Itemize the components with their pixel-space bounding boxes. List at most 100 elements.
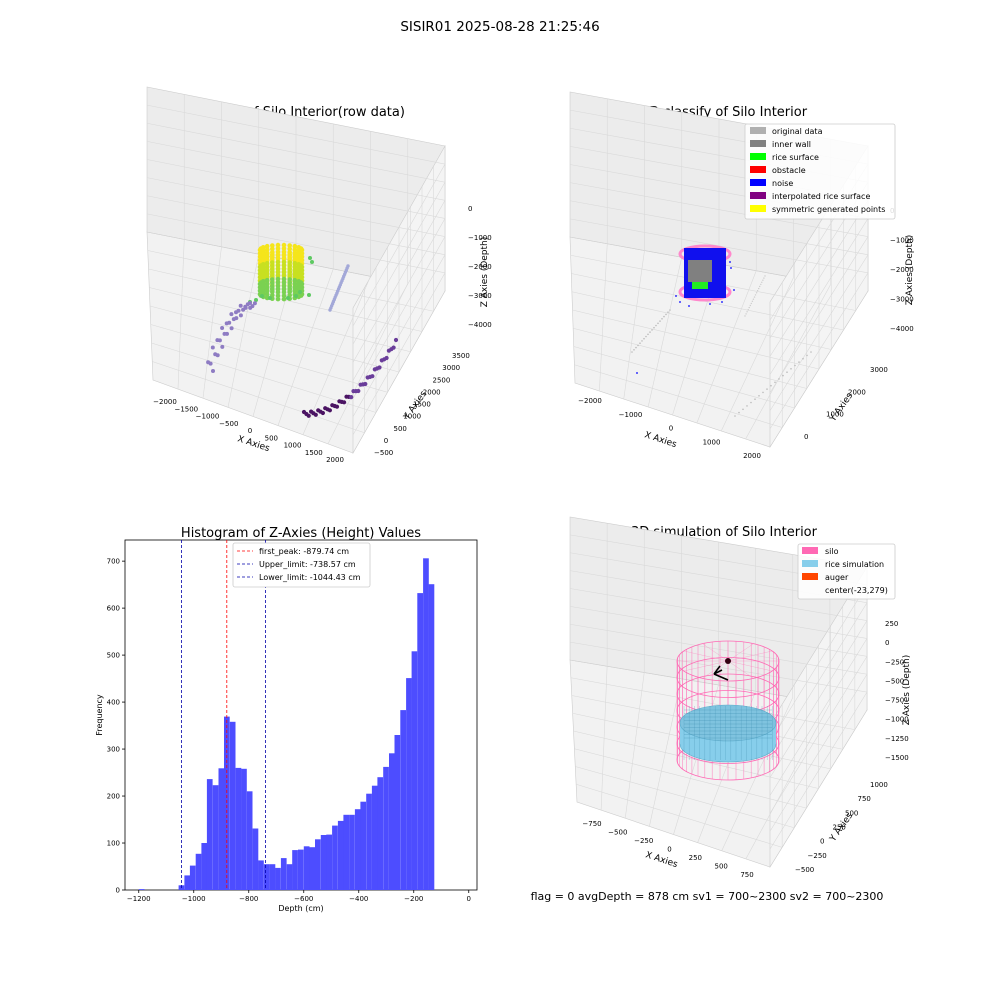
data-point: [261, 268, 266, 274]
hist-bars: [138, 558, 435, 890]
legend-label: original data: [772, 127, 823, 136]
data-point: [281, 287, 287, 292]
y-tick-label: 250: [833, 824, 846, 832]
hist-bar: [394, 735, 401, 890]
original-point: [782, 374, 784, 377]
y-tick-label: 300: [107, 746, 120, 754]
grid-line: [696, 270, 757, 424]
data-point: [211, 369, 215, 373]
data-point: [281, 296, 287, 302]
legend-swatch: [802, 560, 818, 567]
data-point: [270, 273, 275, 279]
grid-line: [721, 697, 794, 851]
silo-spoke: [727, 660, 754, 679]
z-tick-label: −1250: [885, 735, 909, 743]
panel4-z-label: Z Axies (Depth): [902, 655, 912, 726]
data-point: [292, 277, 298, 283]
data-point: [270, 287, 275, 293]
data-point: [298, 290, 302, 294]
grid-line: [745, 284, 832, 440]
z-tick-label: −2000: [890, 266, 914, 274]
panel2-legend-frame: [744, 123, 896, 220]
data-point: [308, 256, 312, 260]
legend-swatch: [750, 179, 766, 186]
data-point: [292, 243, 298, 249]
hist-bar: [258, 860, 264, 890]
hist-bar: [246, 791, 253, 890]
hist-bar: [400, 710, 406, 890]
original-point: [790, 368, 792, 370]
original-point: [663, 315, 665, 318]
hist-bar: [360, 801, 367, 890]
y-tick-label: −500: [374, 449, 393, 457]
data-point: [264, 274, 270, 280]
data-point: [210, 345, 215, 350]
data-point: [287, 263, 293, 269]
legend-swatch: [750, 127, 766, 134]
data-point: [292, 281, 298, 286]
original-point: [653, 326, 655, 329]
data-point: [261, 285, 266, 291]
original-point: [786, 371, 788, 374]
x-tick-label: 750: [740, 871, 753, 879]
data-point: [264, 264, 270, 269]
original-point: [756, 290, 759, 292]
data-point: [261, 282, 266, 288]
data-point: [275, 259, 281, 265]
hist-bar: [320, 835, 327, 890]
data-point: [320, 410, 325, 416]
data-point: [270, 253, 275, 258]
data-point: [275, 242, 281, 248]
original-point: [747, 309, 749, 311]
grid-line: [569, 623, 868, 832]
data-point: [261, 289, 266, 294]
original-point: [760, 283, 762, 286]
data-point: [287, 284, 293, 289]
data-point: [264, 271, 270, 276]
hist-bar: [201, 843, 208, 890]
x-tick-label: −250: [634, 837, 653, 845]
x-tick-label: 0: [248, 427, 252, 435]
hist-x-label: Depth (cm): [278, 904, 323, 913]
data-point: [281, 266, 287, 272]
hist-bar: [349, 814, 355, 890]
inner-wall-cluster: [688, 260, 712, 282]
x-tick-label: 1500: [305, 449, 323, 457]
hist-legend: first_peak: -879.74 cm Upper_limit: -738.…: [232, 542, 371, 588]
data-point: [254, 298, 258, 302]
data-point: [287, 246, 293, 252]
hist-bar: [383, 766, 389, 890]
x-tick-label: 1000: [703, 438, 721, 446]
legend-label: inner wall: [772, 140, 811, 149]
hist-bar: [292, 850, 298, 890]
data-point: [356, 388, 361, 394]
x-tick-label: −1000: [619, 411, 643, 419]
hist-bar: [206, 779, 213, 890]
original-point: [751, 300, 754, 302]
x-tick-label: −600: [294, 895, 313, 903]
data-point: [264, 277, 270, 283]
data-point: [238, 313, 243, 318]
y-tick-label: 0: [384, 437, 388, 445]
panel4-auger: [713, 658, 731, 681]
panel1-z-ticks: 0 −1000 −2000 −3000 −4000: [468, 205, 492, 329]
legend-swatch: [802, 547, 818, 554]
data-point: [270, 243, 275, 248]
legend-swatch: [750, 205, 766, 212]
grid-line: [569, 606, 868, 814]
silo-spoke: [702, 660, 729, 679]
x-tick-label: 2000: [743, 452, 761, 460]
original-point: [647, 333, 649, 336]
original-point: [659, 320, 661, 322]
legend-label: auger: [825, 573, 849, 582]
original-point: [749, 304, 751, 307]
data-point: [275, 283, 281, 289]
hist-bar: [377, 777, 384, 890]
grid-line: [720, 277, 794, 432]
data-point: [342, 400, 347, 405]
original-point: [766, 388, 768, 390]
y-tick-label: 1000: [826, 411, 844, 419]
legend-label: center(-23,279): [825, 586, 888, 595]
grid-line: [573, 346, 795, 409]
